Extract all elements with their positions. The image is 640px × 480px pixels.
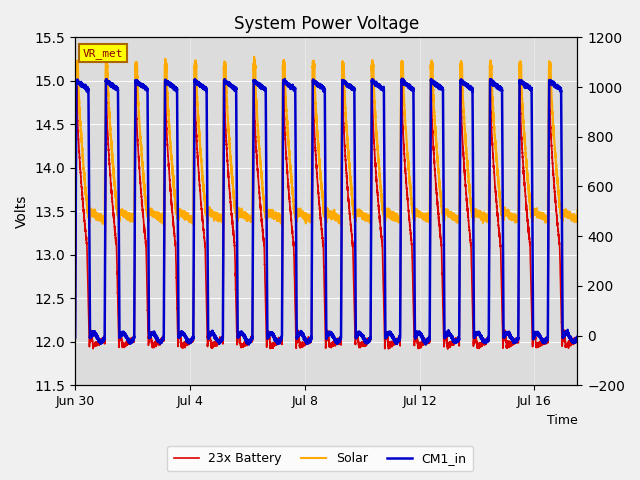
Solar	[71, 207, 79, 213]
23x Battery	[102, 77, 110, 83]
Line: 23x Battery: 23x Battery	[75, 80, 577, 349]
23x Battery	[573, 341, 581, 347]
CM1_in	[444, 331, 451, 337]
23x Battery	[390, 341, 398, 347]
23x Battery	[97, 339, 104, 345]
X-axis label: Time: Time	[547, 414, 577, 427]
23x Battery	[444, 344, 451, 350]
Legend: 23x Battery, Solar, CM1_in: 23x Battery, Solar, CM1_in	[167, 446, 473, 471]
Solar	[444, 208, 451, 214]
Line: CM1_in: CM1_in	[75, 79, 577, 345]
23x Battery	[470, 335, 478, 341]
CM1_in	[245, 342, 253, 348]
23x Battery	[369, 98, 376, 104]
CM1_in	[253, 81, 261, 87]
Solar	[97, 213, 104, 219]
Solar	[390, 213, 398, 219]
CM1_in	[71, 335, 79, 340]
Line: Solar: Solar	[75, 57, 577, 226]
23x Battery	[71, 343, 79, 348]
Solar	[253, 111, 261, 117]
Solar	[573, 207, 581, 213]
CM1_in	[390, 338, 398, 344]
Solar	[250, 54, 258, 60]
Solar	[337, 223, 345, 228]
Y-axis label: Volts: Volts	[15, 195, 29, 228]
CM1_in	[573, 334, 581, 340]
CM1_in	[398, 76, 406, 82]
Solar	[369, 61, 376, 67]
CM1_in	[97, 338, 104, 344]
Solar	[470, 207, 478, 213]
23x Battery	[444, 346, 452, 352]
CM1_in	[470, 335, 478, 340]
Text: VR_met: VR_met	[83, 48, 123, 59]
CM1_in	[369, 79, 376, 84]
Title: System Power Voltage: System Power Voltage	[234, 15, 419, 33]
23x Battery	[253, 157, 261, 163]
